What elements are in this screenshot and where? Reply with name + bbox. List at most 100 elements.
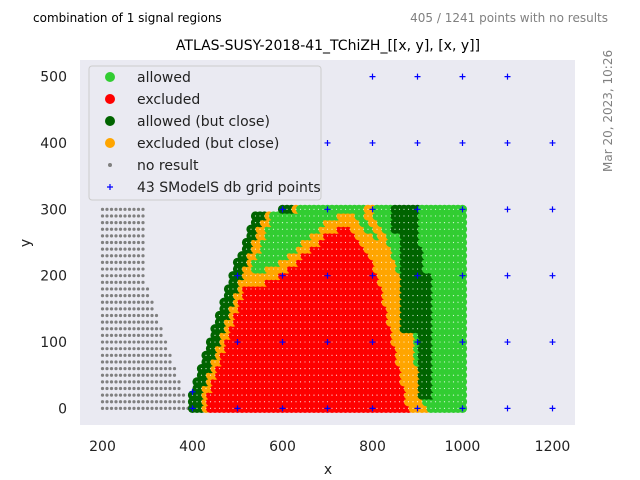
grid-dot — [353, 268, 356, 270]
grid-dot — [308, 275, 311, 277]
grid-dot — [295, 401, 297, 403]
grid-dot — [304, 321, 306, 323]
grid-dot — [241, 314, 243, 317]
no-result-point — [100, 307, 105, 311]
grid-dot — [376, 308, 378, 310]
grid-dot — [362, 255, 365, 257]
no-result-point — [132, 293, 136, 298]
grid-dot — [421, 248, 423, 250]
grid-dot — [412, 308, 414, 310]
grid-dot — [326, 401, 329, 403]
grid-dot — [313, 301, 315, 303]
grid-dot — [421, 374, 423, 376]
grid-dot — [340, 334, 342, 337]
grid-dot — [259, 275, 261, 277]
grid-dot — [380, 381, 383, 383]
grid-dot — [385, 268, 387, 270]
no-result-point — [123, 360, 127, 364]
grid-dot — [286, 221, 288, 224]
grid-dot — [313, 381, 315, 383]
grid-dot — [209, 374, 212, 376]
db-grid-point — [324, 405, 331, 412]
grid-dot — [209, 367, 212, 370]
grid-dot — [340, 387, 342, 390]
no-result-point — [159, 406, 163, 411]
no-result-point — [118, 220, 123, 225]
no-result-point — [114, 333, 118, 338]
grid-dot — [421, 387, 423, 390]
grid-dot — [272, 394, 275, 396]
db-grid-point — [459, 139, 466, 146]
no-result-point — [154, 333, 159, 338]
grid-dot — [308, 361, 311, 363]
grid-dot — [452, 328, 455, 330]
no-result-point — [105, 260, 109, 265]
grid-dot — [367, 381, 369, 383]
grid-dot — [326, 314, 329, 317]
grid-dot — [245, 268, 248, 270]
grid-dot — [461, 328, 464, 330]
grid-dot — [286, 367, 288, 370]
no-result-point — [136, 406, 141, 411]
grid-dot — [295, 288, 297, 290]
grid-dot — [358, 301, 360, 303]
grid-dot — [434, 367, 437, 370]
no-result-point — [127, 406, 132, 411]
db-grid-point — [414, 73, 421, 80]
grid-dot — [367, 308, 369, 310]
no-result-point — [136, 393, 141, 397]
grid-dot — [286, 354, 288, 356]
grid-dot — [281, 281, 284, 283]
grid-dot — [434, 401, 437, 403]
no-result-point — [132, 274, 136, 278]
db-grid-point — [369, 206, 376, 213]
grid-dot — [268, 261, 270, 264]
no-result-point — [132, 234, 136, 238]
grid-dot — [241, 348, 243, 350]
grid-dot — [425, 261, 428, 264]
grid-dot — [380, 348, 383, 350]
grid-dot — [340, 401, 342, 403]
grid-dot — [376, 328, 378, 330]
grid-dot — [367, 367, 369, 370]
db-grid-point — [459, 339, 466, 346]
grid-dot — [218, 328, 221, 330]
grid-dot — [268, 354, 270, 356]
grid-dot — [425, 328, 428, 330]
grid-dot — [227, 328, 230, 330]
grid-dot — [268, 281, 270, 283]
grid-dot — [358, 367, 360, 370]
grid-dot — [407, 281, 410, 283]
grid-dot — [304, 314, 306, 317]
grid-dot — [385, 235, 387, 237]
grid-dot — [403, 394, 405, 396]
grid-dot — [295, 228, 297, 230]
no-result-point — [141, 313, 145, 318]
no-result-point — [118, 234, 123, 238]
grid-dot — [277, 281, 279, 283]
grid-dot — [452, 281, 455, 283]
grid-dot — [353, 334, 356, 337]
no-result-point — [127, 400, 132, 404]
grid-dot — [277, 314, 279, 317]
grid-dot — [376, 314, 378, 317]
grid-dot — [380, 248, 383, 250]
no-result-point — [141, 227, 145, 231]
no-result-point — [118, 340, 123, 344]
grid-dot — [304, 215, 306, 217]
grid-dot — [389, 381, 392, 383]
grid-dot — [452, 208, 455, 210]
grid-dot — [290, 314, 293, 317]
grid-dot — [313, 235, 315, 237]
grid-dot — [425, 288, 428, 290]
grid-dot — [439, 374, 441, 376]
grid-dot — [344, 248, 347, 250]
grid-dot — [421, 288, 423, 290]
grid-dot — [295, 394, 297, 396]
grid-dot — [218, 354, 221, 356]
no-result-point — [159, 380, 163, 384]
grid-dot — [344, 367, 347, 370]
grid-dot — [403, 321, 405, 323]
no-result-point — [163, 366, 168, 371]
